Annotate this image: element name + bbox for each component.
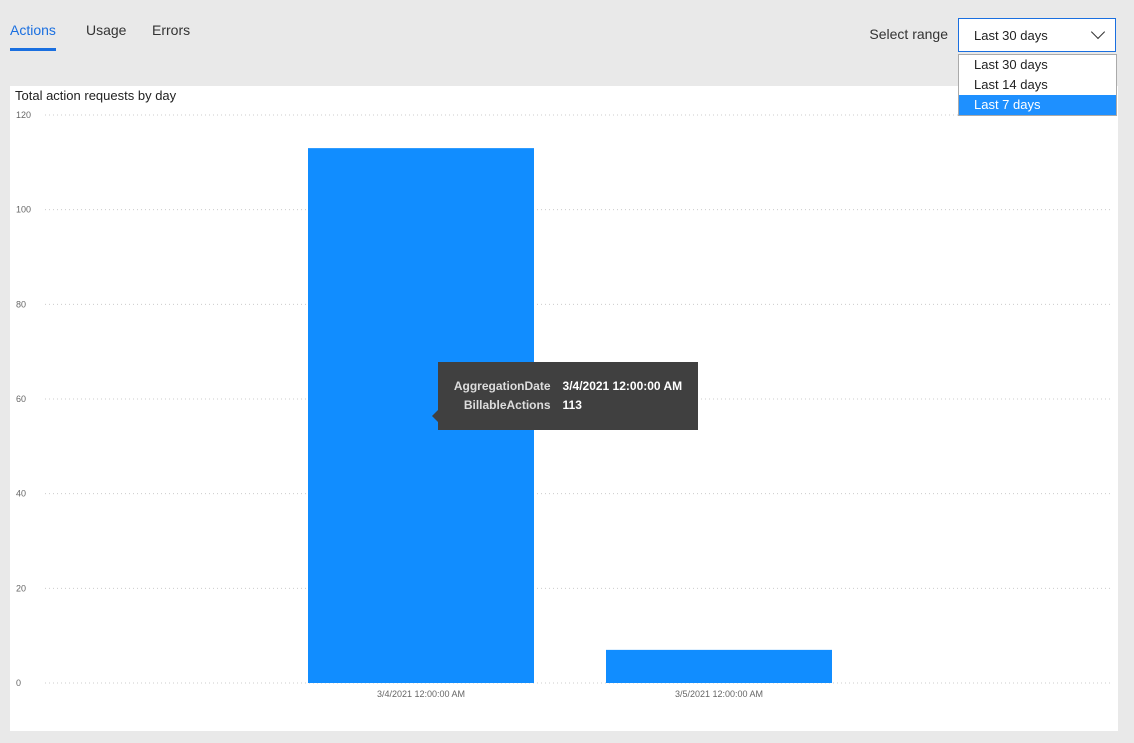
chart-panel: Total action requests by day 0 20 40 60 80 10…: [10, 86, 1118, 731]
range-option-14[interactable]: Last 14 days: [974, 77, 1048, 92]
y-tick-label: 80: [16, 299, 26, 309]
chart-tooltip: AggregationDate 3/4/2021 12:00:00 AM Bil…: [432, 362, 698, 430]
y-tick-label: 0: [16, 678, 21, 688]
tooltip-key: AggregationDate: [453, 379, 551, 393]
tooltip-value: 3/4/2021 12:00:00 AM: [562, 379, 683, 393]
y-tick-label: 40: [16, 489, 26, 499]
tooltip-value: 113: [562, 398, 582, 412]
y-tick-label: 100: [16, 205, 31, 215]
y-tick-label: 60: [16, 394, 26, 404]
bar: [606, 649, 832, 683]
range-selected-value: Last 30 days: [974, 28, 1048, 43]
chevron-down-icon: [1090, 24, 1106, 40]
y-tick-label: 20: [16, 583, 26, 593]
tooltip-key: BillableActions: [463, 398, 551, 412]
range-dropdown[interactable]: Last 30 days: [958, 18, 1116, 52]
chart-title: Total action requests by day: [15, 88, 177, 103]
bar-chart: 0 20 40 60 80 100 120 3/4/2021 12:00:00 AM 3/5/2…: [16, 110, 1112, 699]
range-option-7[interactable]: Last 7 days: [959, 95, 1116, 115]
x-tick-label: 3/4/2021 12:00:00 AM: [377, 689, 465, 699]
range-options-list: Last 30 days Last 14 days Last 7 days: [958, 54, 1117, 116]
y-tick-label: 120: [16, 110, 31, 120]
range-option-30[interactable]: Last 30 days: [974, 57, 1048, 72]
tab-actions[interactable]: Actions: [10, 22, 56, 51]
tab-errors[interactable]: Errors: [152, 22, 191, 38]
x-tick-label: 3/5/2021 12:00:00 AM: [675, 689, 763, 699]
tab-usage[interactable]: Usage: [86, 22, 127, 38]
select-range-label: Select range: [869, 26, 948, 42]
